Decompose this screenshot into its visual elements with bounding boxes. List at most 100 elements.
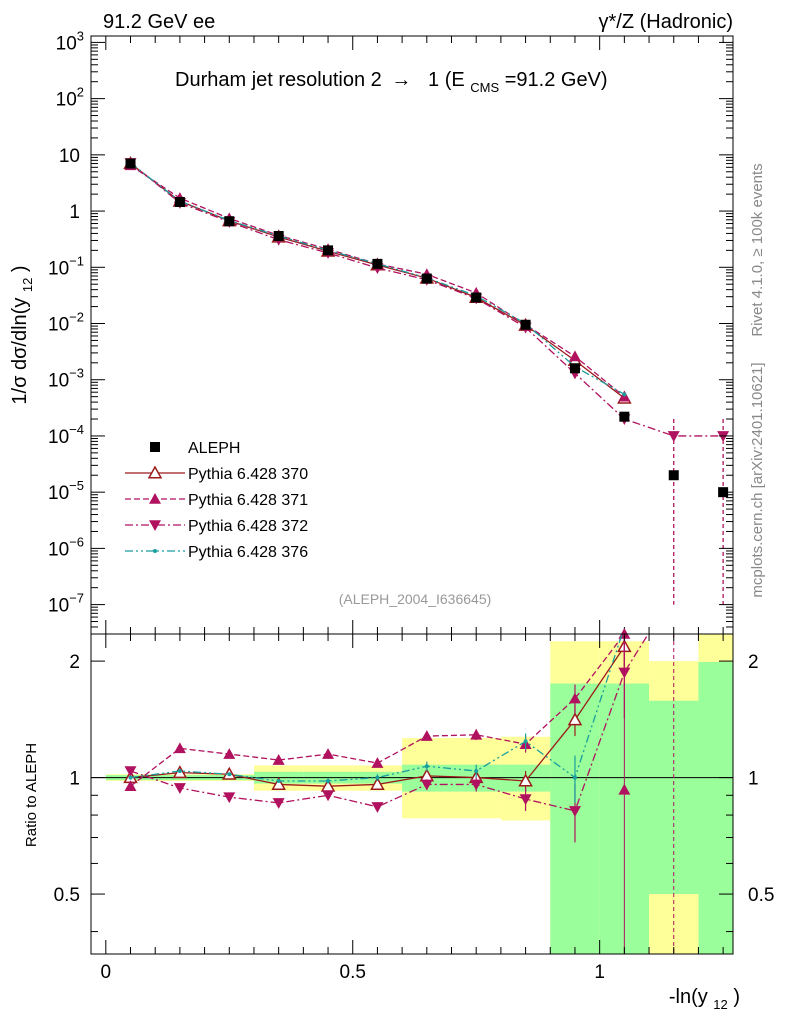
series-point-376 — [622, 392, 627, 397]
ratio-point-371 — [223, 748, 236, 759]
y-tick-label: 10−3 — [48, 366, 84, 392]
data-point — [372, 258, 383, 269]
legend-marker — [147, 465, 163, 479]
legend-label: Pythia 6.428 372 — [188, 518, 308, 535]
main-x-ticks — [105, 36, 724, 634]
ratio-point-372 — [173, 783, 186, 794]
ratio-point-376 — [474, 768, 479, 773]
ratio-y-tick-label-right: 0.5 — [748, 885, 774, 906]
x-axis-label: -ln(y 12 ) — [669, 986, 740, 1014]
legend-marker — [149, 520, 161, 531]
data-point — [668, 470, 679, 481]
series-point-371 — [568, 350, 581, 362]
legend-label: ALEPH — [188, 440, 240, 457]
x-tick-label: 0.5 — [340, 962, 366, 983]
ratio-point-376 — [523, 739, 528, 744]
ratio-point-372 — [371, 802, 384, 813]
ratio-point-376 — [326, 778, 331, 783]
data-point — [273, 231, 284, 242]
series-line-371 — [130, 164, 625, 398]
series-line-370 — [130, 163, 625, 399]
ratio-point-371 — [322, 748, 335, 759]
ratio-point-371 — [420, 730, 433, 741]
ratio-point-372 — [322, 790, 335, 802]
y-axis-label: 1/σ dσ/dln(y 12 ) — [9, 265, 37, 404]
ratio-point-372 — [470, 779, 483, 791]
ratio-point-372 — [223, 792, 236, 804]
legend-label: Pythia 6.428 376 — [188, 544, 308, 561]
ratio-point-376 — [128, 775, 133, 780]
y-tick-label: 103 — [56, 28, 84, 54]
ratio-point-370 — [518, 773, 533, 787]
ratio-point-371 — [371, 757, 384, 768]
ratio-plot: 2 21 10.5 0.5 0 0.5 1 Ratio to ALEPH — [23, 628, 774, 983]
ratio-point-376 — [227, 772, 232, 777]
ratio-y-tick-label: 2 — [69, 652, 80, 673]
y-tick-label: 10−1 — [48, 253, 84, 279]
data-point — [125, 158, 136, 169]
y-tick-label: 10−5 — [48, 478, 84, 504]
data-point — [421, 273, 432, 284]
ratio-y-tick-label: 0.5 — [54, 885, 80, 906]
x-tick-label: 0 — [101, 962, 112, 983]
ratio-point-371 — [272, 754, 285, 765]
stat-uncertainty-band — [698, 661, 733, 954]
ratio-y-tick-label: 1 — [69, 769, 80, 790]
ratio-point-372 — [568, 806, 581, 817]
ratio-point-372 — [272, 798, 285, 809]
ratio-point-376 — [424, 764, 429, 769]
ratio-point-370 — [370, 776, 385, 790]
y-tick-label: 102 — [56, 85, 84, 111]
ratio-point-376 — [177, 768, 182, 773]
ratio-x-axis: 0 0.5 1 — [101, 634, 724, 983]
legend-label: Pythia 6.428 370 — [188, 466, 308, 483]
y-tick-label: 1 — [69, 202, 80, 223]
ratio-point-370 — [271, 776, 286, 790]
data-point — [224, 216, 235, 227]
data-point — [471, 292, 482, 303]
legend-marker — [149, 493, 161, 504]
ratio-plot-frame — [90, 633, 734, 955]
ratio-point-371 — [568, 692, 581, 704]
ratio-point-372 — [420, 779, 433, 791]
y-tick-label: 10−4 — [48, 422, 84, 448]
x-tick-label: 1 — [594, 962, 605, 983]
ratio-y-label: Ratio to ALEPH — [23, 743, 40, 847]
analysis-id: (ALEPH_2004_I636645) — [339, 591, 492, 607]
legend-marker — [153, 549, 157, 553]
header-left: 91.2 GeV ee — [103, 11, 215, 33]
ratio-point-376 — [276, 778, 281, 783]
data-point — [174, 196, 185, 207]
data-point — [569, 363, 580, 374]
data-point — [619, 411, 630, 422]
ratio-y-axis: 2 2 1 1 0.5 0.5 — [54, 652, 774, 933]
y-tick-label: 10−6 — [48, 534, 84, 560]
series-line-376 — [130, 162, 625, 395]
legend-label: Pythia 6.428 371 — [188, 492, 308, 509]
ratio-point-376 — [375, 775, 380, 780]
ratio-point-371 — [173, 742, 186, 754]
legend: ALEPH Pythia 6.428 370 Pythia 6.428 371 Pyt… — [125, 440, 308, 561]
data-point — [520, 319, 531, 330]
chart-title: Durham jet resolution 2 → 1 (E CMS =91.2… — [175, 69, 608, 97]
rivet-label: Rivet 4.1.0, ≥ 100k events — [749, 163, 766, 336]
ratio-point-371 — [470, 728, 483, 740]
ratio-point-372 — [124, 766, 137, 777]
ratio-point-376 — [572, 775, 577, 780]
data-point — [323, 245, 334, 256]
legend-marker-aleph — [150, 442, 160, 452]
ratio-plot-content — [91, 628, 733, 954]
y-tick-label: 10−2 — [48, 310, 84, 336]
ratio-line-372 — [130, 634, 649, 812]
y-tick-label: 10 — [59, 146, 80, 167]
ratio-point-371 — [124, 780, 137, 792]
header-right: γ*/Z (Hadronic) — [599, 11, 733, 33]
ratio-point-372 — [519, 794, 532, 806]
ratio-y-tick-label-right: 1 — [748, 769, 759, 790]
series-line-372 — [130, 162, 724, 437]
y-tick-label: 10−7 — [48, 591, 84, 617]
mcplots-label: mcplots.cern.ch [arXiv:2401.10621] — [749, 362, 766, 597]
